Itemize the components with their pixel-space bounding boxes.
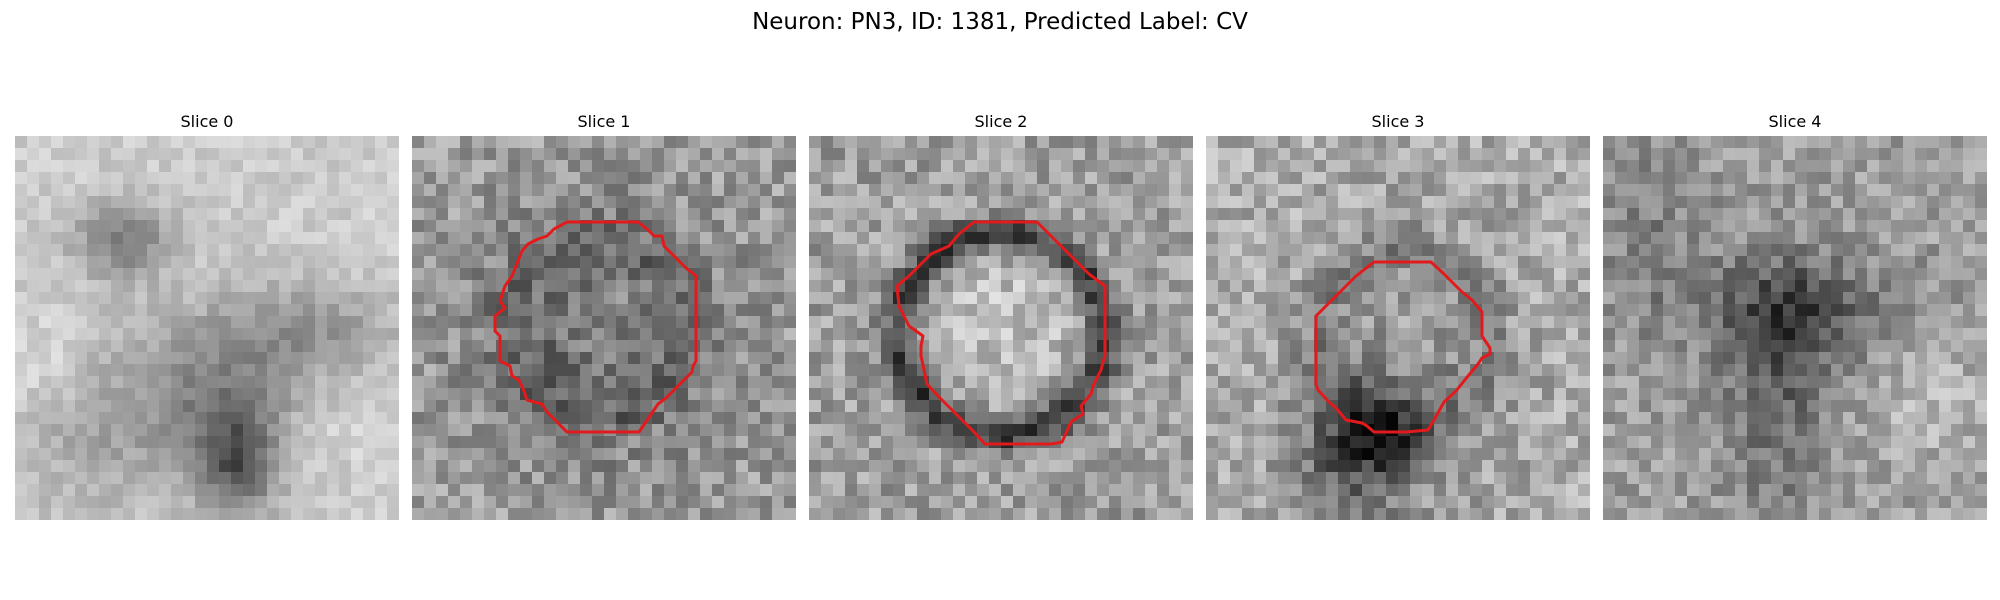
slice-panel-0: Slice 0 bbox=[15, 112, 399, 520]
slice-title: Slice 1 bbox=[577, 112, 631, 131]
figure-title: Neuron: PN3, ID: 1381, Predicted Label: … bbox=[752, 9, 1248, 35]
slice-image bbox=[1206, 136, 1590, 520]
slice-title: Slice 2 bbox=[974, 112, 1028, 131]
segmentation-contour bbox=[1314, 260, 1492, 434]
slice-title: Slice 0 bbox=[180, 112, 234, 131]
slice-title: Slice 4 bbox=[1768, 112, 1822, 131]
segmentation-contour bbox=[895, 220, 1107, 446]
pixel-grid bbox=[412, 136, 796, 520]
segmentation-contour bbox=[493, 220, 698, 434]
pixel-grid bbox=[809, 136, 1193, 520]
pixel-grid bbox=[1603, 136, 1987, 520]
slice-image bbox=[1603, 136, 1987, 520]
slice-panel-4: Slice 4 bbox=[1603, 112, 1987, 520]
pixel-grid bbox=[15, 136, 399, 520]
slice-image bbox=[809, 136, 1193, 520]
slice-panel-2: Slice 2 bbox=[809, 112, 1193, 520]
pixel-grid bbox=[1206, 136, 1590, 520]
slice-panel-1: Slice 1 bbox=[412, 112, 796, 520]
slice-image bbox=[412, 136, 796, 520]
slice-title: Slice 3 bbox=[1371, 112, 1425, 131]
slice-panel-3: Slice 3 bbox=[1206, 112, 1590, 520]
slice-image bbox=[15, 136, 399, 520]
